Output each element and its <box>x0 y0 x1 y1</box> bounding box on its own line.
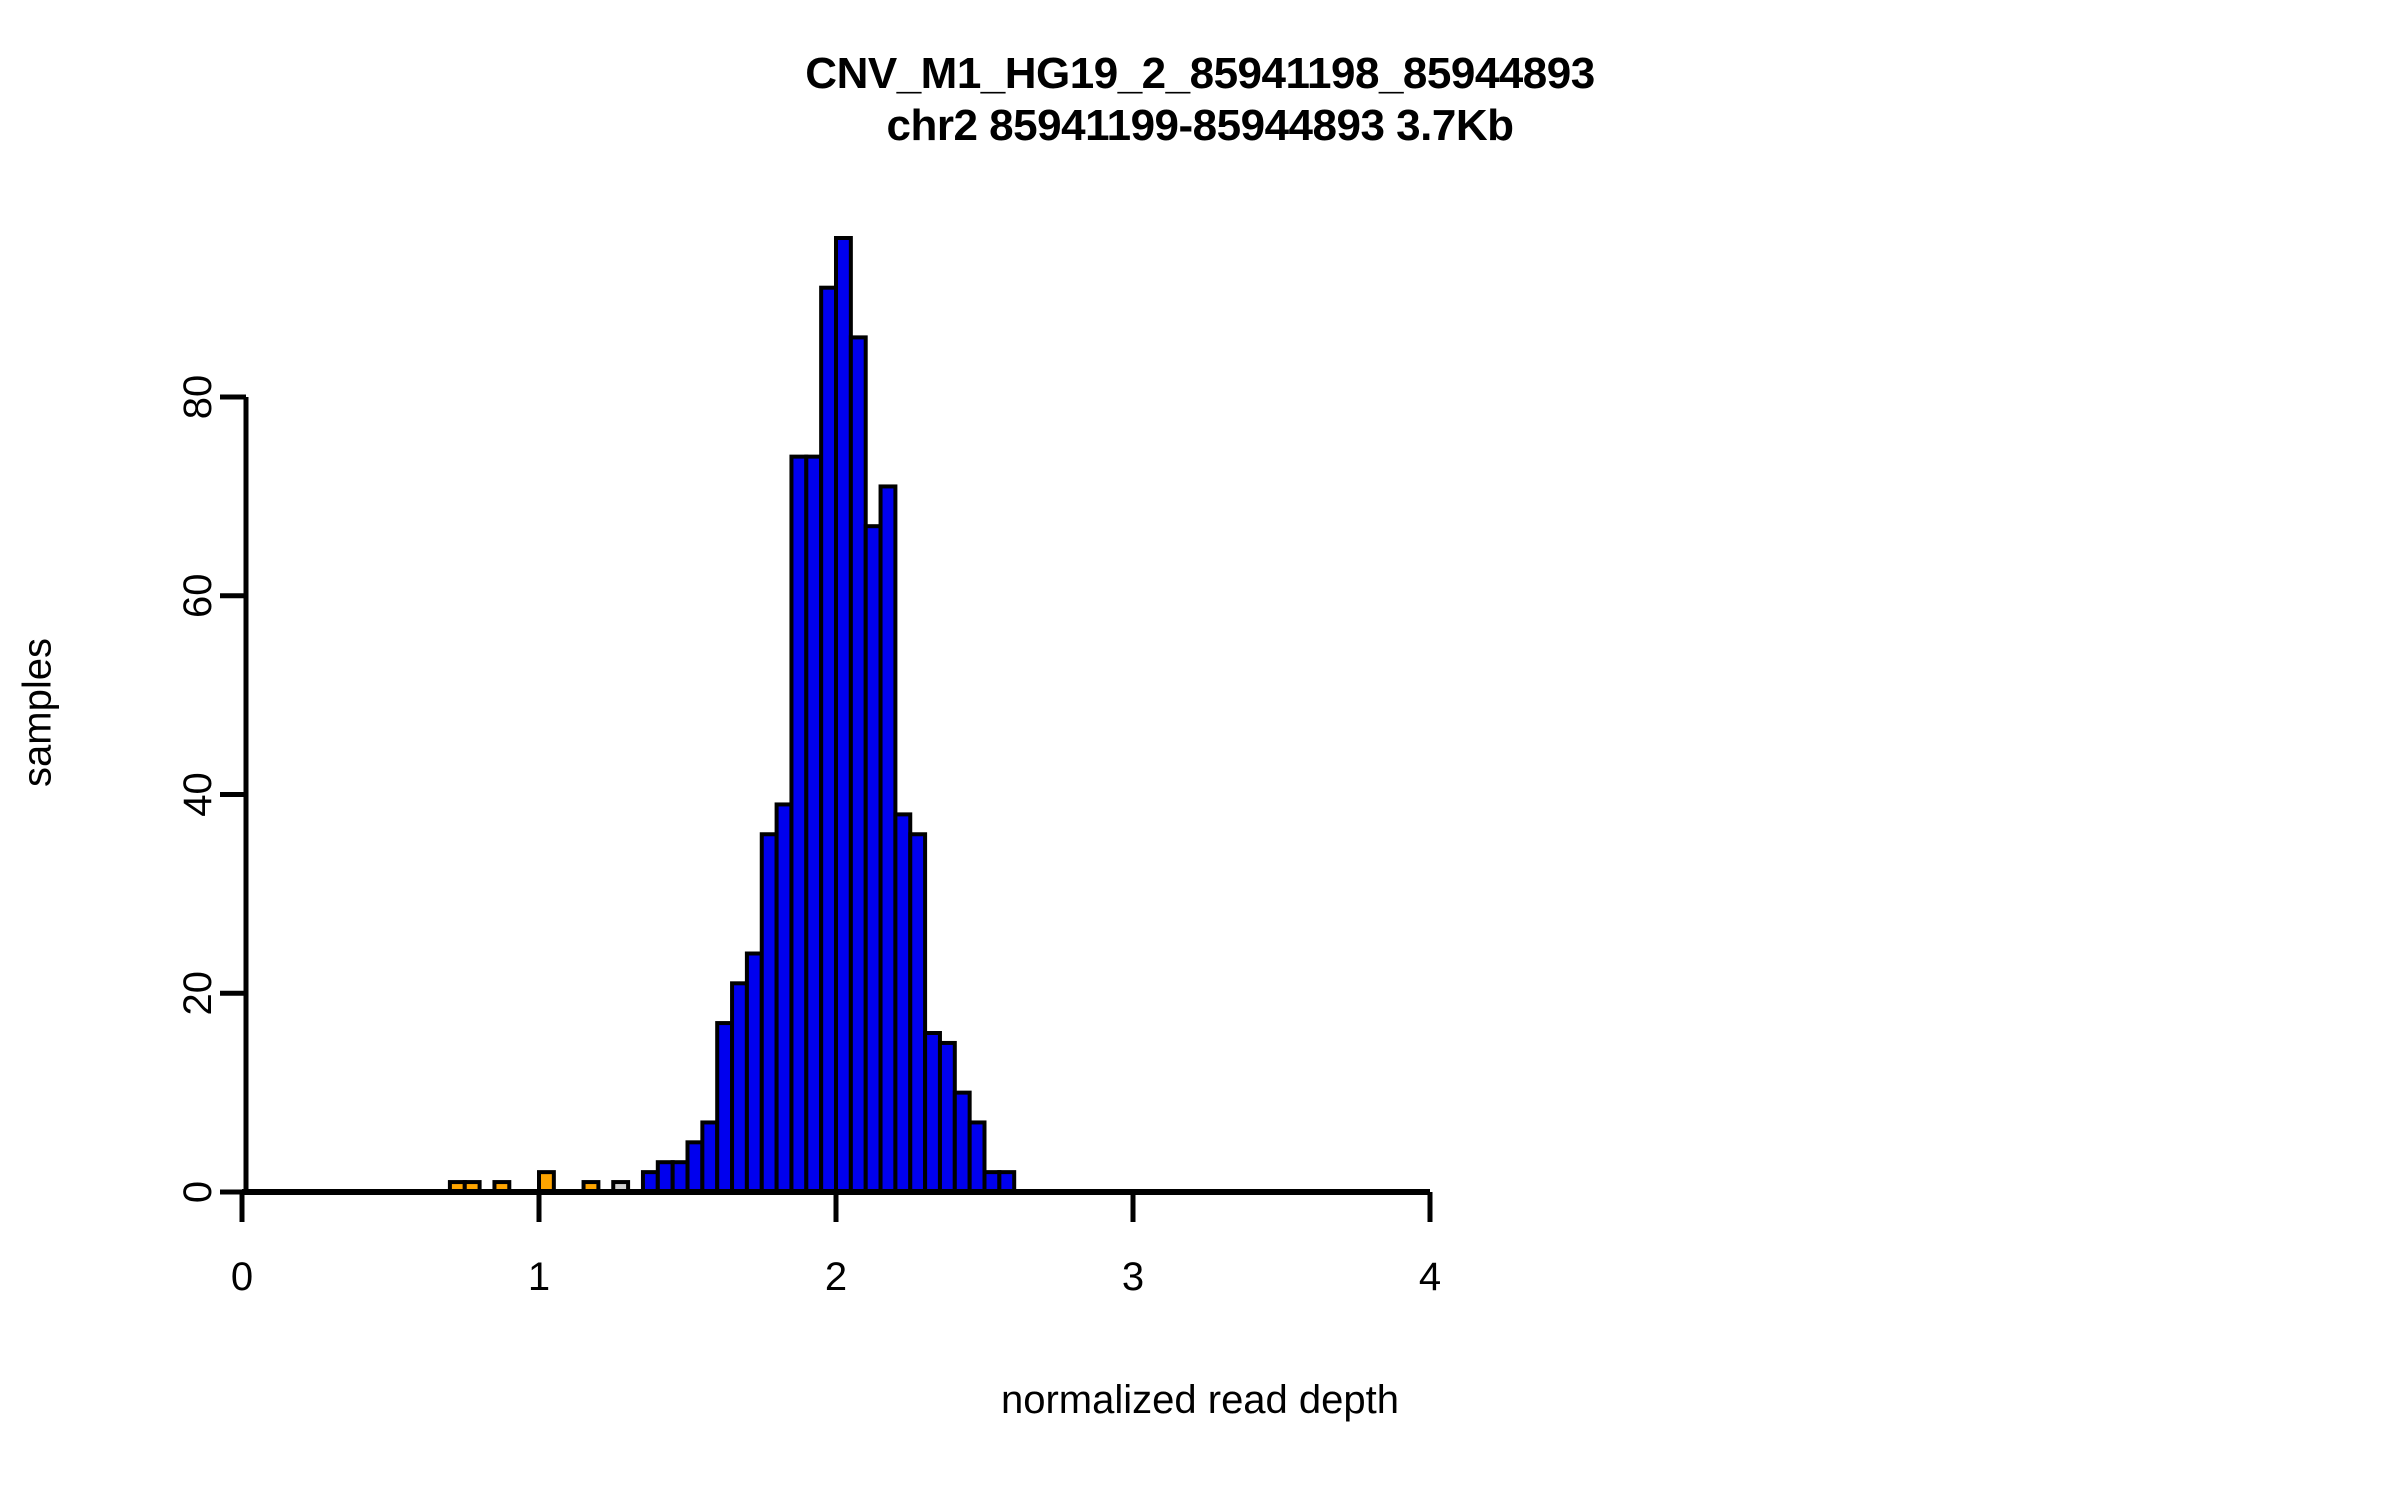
histogram-bar <box>848 335 868 1194</box>
histogram-bar <box>937 1040 957 1194</box>
x-axis-tick-label: 4 <box>1419 1255 1441 1299</box>
histogram-bar <box>908 832 928 1194</box>
histogram-bar <box>923 1031 942 1194</box>
x-axis-tick-label: 2 <box>825 1255 847 1299</box>
histogram-bar <box>655 1160 675 1194</box>
histogram-bar <box>744 951 764 1194</box>
y-axis-label: samples <box>15 638 60 787</box>
y-axis-tick-label: 40 <box>176 772 220 817</box>
histogram-bar <box>804 454 824 1194</box>
y-axis-tick-label: 20 <box>176 971 220 1016</box>
histogram-bars <box>447 236 1017 1194</box>
histogram-bar <box>952 1090 972 1194</box>
x-axis-label: normalized read depth <box>1000 1378 1400 1422</box>
histogram-bar <box>670 1160 690 1194</box>
x-axis-tick-label: 1 <box>528 1255 550 1299</box>
histogram-bar <box>700 1120 720 1194</box>
x-axis-tick-label: 0 <box>231 1255 253 1299</box>
histogram-bar <box>715 1021 735 1194</box>
histogram-bar <box>819 285 839 1194</box>
plot-title-line1: CNV_M1_HG19_2_85941198_85944893 <box>805 49 1595 98</box>
x-axis-tick-label: 3 <box>1122 1255 1144 1299</box>
histogram-bar <box>863 524 883 1194</box>
plot-title: CNV_M1_HG19_2_85941198_85944893 chr2 859… <box>0 48 2400 152</box>
histogram-bar <box>759 832 779 1194</box>
y-axis: 0 20 40 60 80 <box>176 375 249 1203</box>
plot-title-line2: chr2 85941199-85944893 3.7Kb <box>886 101 1514 150</box>
y-axis-tick-label: 80 <box>176 375 220 420</box>
histogram-bar <box>685 1140 705 1194</box>
y-axis-tick-label: 0 <box>176 1181 220 1203</box>
histogram-bar <box>789 454 809 1194</box>
histogram-bar <box>730 981 749 1194</box>
y-axis-tick-label: 60 <box>176 574 220 619</box>
x-axis: 0 1 2 3 4 <box>231 1189 1441 1299</box>
histogram-bar <box>774 802 794 1194</box>
histogram-bar <box>967 1120 987 1194</box>
histogram-bar <box>878 484 898 1194</box>
histogram-bar <box>834 236 853 1194</box>
histogram-bar <box>893 812 913 1194</box>
